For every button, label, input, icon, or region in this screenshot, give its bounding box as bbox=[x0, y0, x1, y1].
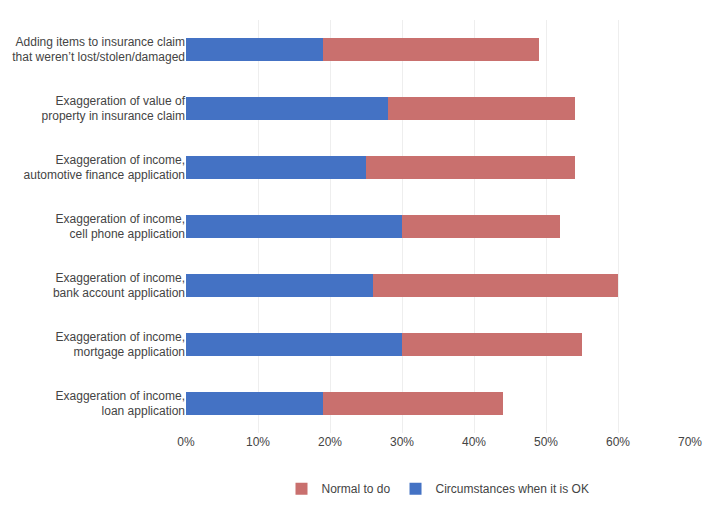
svg-text:Exaggeration of income,automot: Exaggeration of income,automotive financ… bbox=[24, 153, 185, 183]
svg-text:70%: 70% bbox=[678, 435, 702, 449]
svg-text:Exaggeration of value ofproper: Exaggeration of value ofproperty in insu… bbox=[42, 94, 186, 124]
svg-text:Exaggeration of income,cell ph: Exaggeration of income,cell phone applic… bbox=[56, 212, 185, 242]
svg-text:20%: 20% bbox=[318, 435, 342, 449]
svg-text:60%: 60% bbox=[606, 435, 630, 449]
svg-text:Adding items to insurance clai: Adding items to insurance claimthat were… bbox=[12, 35, 185, 65]
svg-text:10%: 10% bbox=[246, 435, 270, 449]
svg-text:Circumstances when it is OK: Circumstances when it is OK bbox=[436, 482, 589, 496]
svg-text:Exaggeration of income,mortgag: Exaggeration of income,mortgage applicat… bbox=[56, 330, 185, 360]
svg-text:Exaggeration of income,loan ap: Exaggeration of income,loan application bbox=[56, 389, 185, 419]
svg-text:40%: 40% bbox=[462, 435, 486, 449]
svg-text:30%: 30% bbox=[390, 435, 414, 449]
svg-text:0%: 0% bbox=[177, 435, 195, 449]
svg-text:Normal to do: Normal to do bbox=[322, 482, 391, 496]
svg-text:Exaggeration of income,bank ac: Exaggeration of income,bank account appl… bbox=[53, 271, 185, 301]
svg-text:50%: 50% bbox=[534, 435, 558, 449]
